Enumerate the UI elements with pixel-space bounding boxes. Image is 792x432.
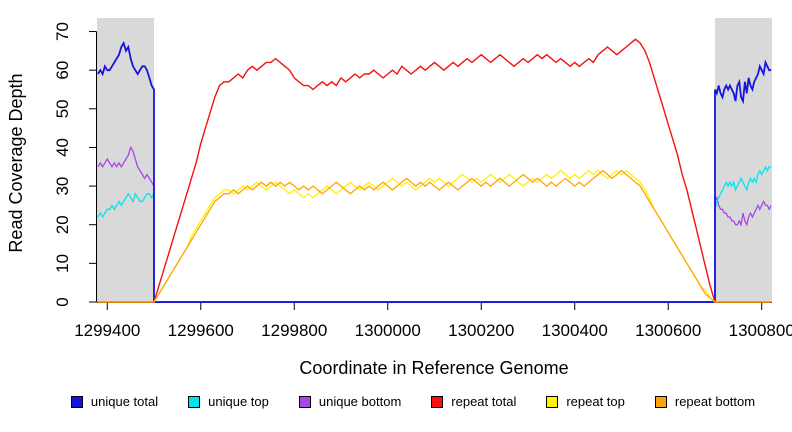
y-tick-label: 30 [53, 177, 72, 196]
legend-label: unique total [90, 394, 159, 409]
y-tick-label: 0 [53, 297, 72, 306]
y-tick-label: 10 [53, 254, 72, 273]
legend-item-unique-top: unique top [188, 394, 269, 409]
legend-label: unique bottom [318, 394, 402, 409]
legend-swatch-repeat-total [431, 395, 444, 408]
x-tick-label: 1299400 [74, 321, 140, 340]
legend-swatch-repeat-bottom [654, 395, 667, 408]
series-line-repeat-total [97, 38, 772, 303]
legend-swatch-repeat-top [546, 395, 559, 408]
y-tick-label: 70 [53, 22, 72, 41]
legend-swatch-unique-total [70, 395, 83, 408]
series-line-unique-top [97, 165, 772, 303]
coverage-plot: 0 10 20 30 40 50 60 70 1299400 1299600 1299800 1300… [6, 18, 792, 378]
x-axis-title: Coordinate in Reference Genome [299, 358, 568, 378]
series-line-repeat-top [97, 169, 772, 303]
x-tick-label: 1300200 [448, 321, 514, 340]
x-tick-label: 1299600 [168, 321, 234, 340]
y-tick-label: 60 [53, 61, 72, 80]
series-line-repeat-bottom [97, 169, 772, 303]
legend-item-repeat-bottom: repeat bottom [654, 394, 756, 409]
legend-item-unique-bottom: unique bottom [298, 394, 402, 409]
legend-label: repeat total [451, 394, 517, 409]
x-tick-label: 1299800 [261, 321, 327, 340]
legend-swatch-unique-top [188, 395, 201, 408]
legend-item-unique-total: unique total [70, 394, 159, 409]
legend-label: repeat top [566, 394, 625, 409]
series-line-unique-bottom [97, 145, 772, 303]
x-tick-label: 1300400 [542, 321, 608, 340]
legend-item-repeat-total: repeat total [431, 394, 516, 409]
legend-item-repeat-top: repeat top [546, 394, 625, 409]
y-axis-title: Read Coverage Depth [6, 73, 26, 252]
legend: unique total unique top unique bottom repea… [0, 394, 792, 409]
x-tick-label: 1300600 [635, 321, 701, 340]
legend-label: repeat bottom [674, 394, 756, 409]
x-tick-label: 1300800 [729, 321, 792, 340]
legend-swatch-unique-bottom [298, 395, 311, 408]
x-tick-label: 1300000 [355, 321, 421, 340]
plot-area: 0 10 20 30 40 50 60 70 1299400 1299600 1299800 1300… [53, 18, 792, 340]
legend-label: unique top [208, 394, 269, 409]
shaded-region-right [714, 18, 772, 302]
y-tick-label: 40 [53, 138, 72, 157]
y-tick-label: 20 [53, 215, 72, 234]
y-tick-label: 50 [53, 99, 72, 118]
series-line-unique-total [97, 40, 772, 303]
